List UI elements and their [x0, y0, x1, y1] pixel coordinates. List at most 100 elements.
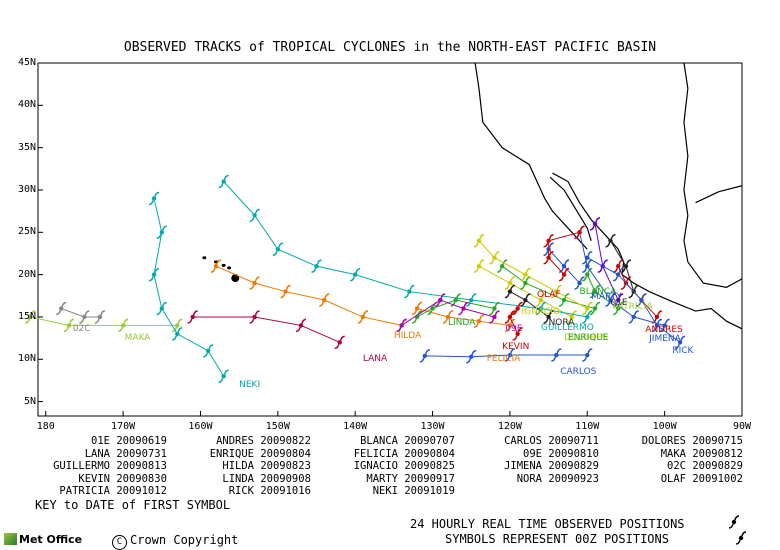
- cyclone-symbol-arm: [517, 301, 523, 307]
- track-lana: [187, 310, 345, 350]
- key-storm-name: FELICIA: [353, 447, 398, 460]
- cyclone-symbol-arm: [510, 310, 515, 316]
- cyclone-symbol-arm: [618, 301, 624, 307]
- cyclone-position-icon: [334, 335, 345, 350]
- symbols-note: SYMBOLS REPRESENT 00Z POSITIONS: [445, 532, 669, 546]
- track-line: [215, 265, 402, 326]
- brand-name: Met Office: [19, 533, 83, 546]
- storm-label: JIMENA: [649, 333, 681, 344]
- cyclone-symbol-core: [608, 297, 613, 303]
- cyclone-symbol-arm: [249, 284, 255, 290]
- cyclone-symbol-arm: [520, 284, 526, 290]
- cyclone-symbol-arm: [520, 301, 526, 307]
- cyclone-position-icon: [25, 310, 36, 324]
- cyclone-symbol-arm: [543, 251, 549, 256]
- lat-label: 40N: [17, 99, 36, 111]
- cyclone-position-icon: [574, 225, 585, 240]
- cyclone-symbol-core: [554, 352, 559, 358]
- cyclone-symbol-arm: [456, 293, 461, 299]
- cyclone-position-icon: [218, 369, 229, 383]
- cyclone-position-icon: [497, 259, 508, 273]
- cyclone-symbol-core: [523, 280, 528, 286]
- cyclone-position-icon: [473, 259, 485, 273]
- cyclone-symbol-arm: [587, 250, 593, 256]
- cyclone-position-icon: [504, 276, 515, 290]
- cyclone-symbol-arm: [479, 234, 485, 239]
- storm-label: 02C: [72, 323, 91, 334]
- cyclone-symbol-core: [399, 323, 404, 328]
- cyclone-symbol-arm: [249, 217, 255, 223]
- cyclone-position-icon: [504, 284, 515, 299]
- cyclone-position-icon: [636, 293, 647, 307]
- cyclone-symbol-arm: [582, 259, 588, 265]
- cyclone-symbol-arm: [442, 318, 448, 324]
- track-linda: [412, 293, 500, 324]
- key-entry: PATRICIA 20091012: [25, 485, 166, 497]
- cyclone-symbol-arm: [605, 301, 611, 307]
- key-entry: KEVIN 20090830: [25, 473, 167, 485]
- cyclone-position-icon: [419, 349, 430, 363]
- cyclone-symbol-arm: [582, 356, 588, 362]
- cyclone-symbol-core: [623, 263, 629, 269]
- key-entry: RICK 20091016: [169, 485, 311, 497]
- storm-label: MARTY: [591, 292, 622, 303]
- cyclone-symbol-core: [159, 306, 164, 311]
- cyclone-position-icon: [63, 318, 75, 333]
- cyclone-symbol-core: [66, 323, 72, 328]
- cyclone-symbol-core: [546, 314, 551, 320]
- key-storm-name: NEKI: [372, 485, 398, 497]
- cyclone-symbol-arm: [319, 301, 324, 307]
- cyclone-symbol-arm: [473, 242, 479, 248]
- cyclone-symbol-arm: [504, 293, 510, 299]
- key-first-date: 20090825: [398, 460, 455, 472]
- track-jimena: [574, 225, 670, 333]
- cyclone-symbol-core: [585, 263, 590, 269]
- cyclone-symbol-arm: [582, 276, 588, 282]
- cyclone-symbol-arm: [559, 301, 564, 307]
- key-entry: DOLORES 20090715: [601, 435, 743, 447]
- key-storm-name: 09E: [523, 447, 542, 460]
- key-storm-name: PATRICIA: [59, 485, 110, 497]
- key-storm-name: RICK: [228, 485, 254, 497]
- lon-label: 130W: [420, 421, 445, 432]
- cyclone-position-icon: [582, 301, 593, 316]
- key-first-date: 20090804: [398, 447, 455, 460]
- cyclone-symbol-arm: [458, 310, 464, 316]
- cyclone-position-icon: [489, 301, 500, 316]
- key-first-date: 20091002: [686, 472, 743, 485]
- lat-label: 30N: [17, 183, 36, 195]
- cyclone-position-icon: [489, 310, 500, 324]
- cyclone-symbol-arm: [548, 310, 554, 316]
- cyclone-symbol-arm: [556, 348, 562, 354]
- storm-label: HILDA: [393, 331, 422, 342]
- lon-label: 90W: [732, 421, 752, 432]
- cyclone-symbol-core: [97, 314, 103, 320]
- lon-label: 140W: [343, 421, 368, 432]
- cyclone-symbol-arm: [427, 310, 433, 316]
- cyclone-symbol-core: [616, 306, 621, 311]
- cyclone-position-icon: [311, 259, 322, 273]
- cyclone-symbol-arm: [548, 242, 554, 248]
- cyclone-symbol-arm: [463, 301, 469, 307]
- cyclone-position-icon: [543, 250, 554, 265]
- cyclone-symbol-arm: [657, 318, 662, 324]
- key-entry: LINDA 20090908: [169, 473, 311, 485]
- key-entry: OLAF 20091002: [601, 473, 743, 485]
- cyclone-position-icon: [520, 293, 531, 307]
- cyclone-symbol-core: [445, 314, 451, 320]
- cyclone-position-icon: [559, 293, 570, 307]
- cyclone-symbol-arm: [564, 259, 570, 265]
- key-entry: NORA 20090923: [457, 473, 599, 485]
- cyclone-symbol-core: [414, 306, 420, 311]
- cyclone-symbol-arm: [587, 348, 593, 354]
- track-guillermo: [218, 174, 593, 324]
- key-entry: NEKI 20091019: [313, 485, 455, 497]
- cyclone-symbol-arm: [504, 318, 510, 324]
- cyclone-position-icon: [210, 259, 221, 273]
- track-line: [416, 308, 510, 326]
- cyclone-symbol-arm: [489, 318, 495, 324]
- cyclone-symbol-arm: [177, 327, 183, 333]
- cyclone-symbol-arm: [579, 225, 585, 231]
- cyclone-position-icon: [156, 225, 167, 240]
- key-storm-name: ENRIQUE: [209, 447, 254, 460]
